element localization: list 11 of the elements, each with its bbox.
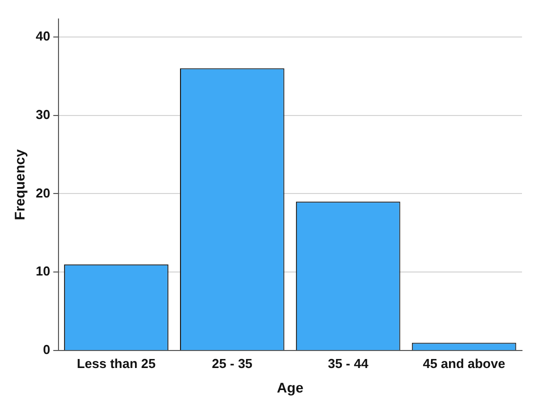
y-tick-label: 0 — [43, 342, 50, 358]
x-tick-label: 45 and above — [422, 356, 506, 371]
x-tick-label: 35 - 44 — [328, 356, 370, 371]
y-axis-title: Frequency — [11, 149, 28, 220]
x-tick-label: Less than 25 — [76, 356, 156, 371]
y-tick-label: 40 — [36, 28, 50, 44]
y-tick-label: 30 — [36, 106, 50, 122]
y-tick-label: 20 — [36, 185, 50, 200]
y-tick-label: 10 — [36, 264, 50, 279]
x-tick-label: 25 - 35 — [212, 356, 252, 371]
x-axis-title: Age — [276, 379, 304, 396]
